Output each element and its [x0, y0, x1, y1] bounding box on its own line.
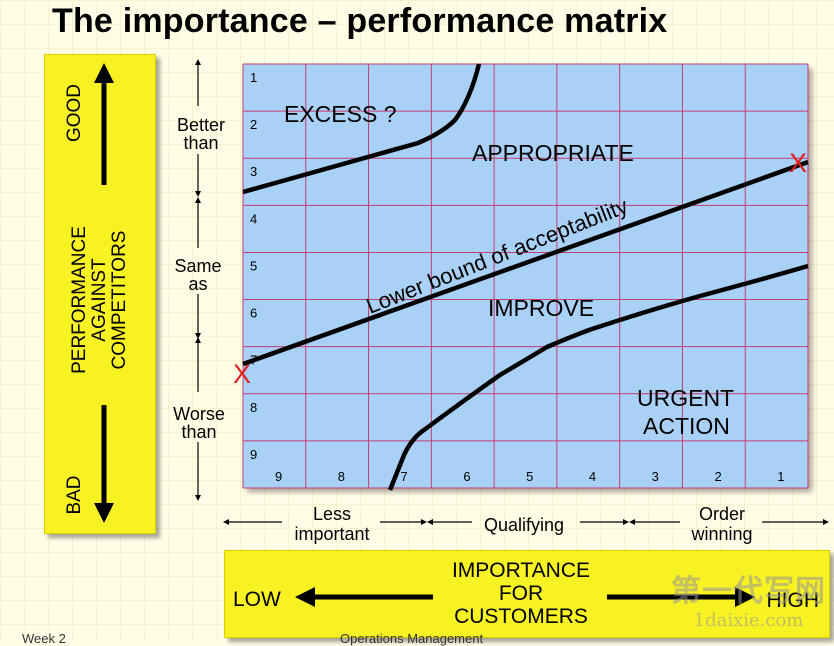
high-label: HIGH [766, 589, 820, 612]
column-number: 4 [589, 469, 596, 484]
row-number: 5 [250, 258, 257, 273]
column-number: 3 [652, 469, 659, 484]
column-number: 1 [777, 469, 784, 484]
marker-left: X [233, 359, 251, 389]
band-same-as: Same as [174, 256, 222, 294]
band-worse-than: Worse than [173, 404, 225, 442]
excess-boundary-curve [242, 63, 482, 195]
low-label: LOW [233, 588, 281, 611]
row-number: 9 [250, 447, 257, 462]
urgent-boundary-curve [387, 263, 809, 491]
row-number: 1 [250, 70, 257, 85]
matrix-background [243, 64, 808, 488]
footer-center: Operations Management [340, 631, 484, 646]
row-number: 8 [250, 400, 257, 415]
column-number: 6 [463, 469, 470, 484]
column-number: 9 [275, 469, 282, 484]
region-urgent-line1: URGENT [637, 385, 734, 411]
watermark: 第一代写网 1daixie.com [671, 566, 826, 631]
lower-bound-line [242, 159, 809, 367]
region-excess: EXCESS ? [284, 101, 397, 127]
region-appropriate: APPROPRIATE [472, 140, 634, 166]
importance-arrows [295, 587, 755, 607]
column-number: 5 [526, 469, 533, 484]
footer-left: Week 2 [22, 631, 66, 646]
column-number: 8 [338, 469, 345, 484]
performance-panel: GOOD BAD PERFORMANCE AGAINST COMPETITORS [44, 54, 156, 534]
band-better-than: Better than [176, 115, 226, 153]
watermark-line1: 第一代写网 [671, 574, 826, 609]
performance-band-arrows [195, 59, 201, 501]
page-title: The importance – performance matrix [52, 2, 668, 40]
importance-axis-title: IMPORTANCE FOR CUSTOMERS [451, 559, 591, 628]
row-number: 2 [250, 117, 257, 132]
band-order-winning: Order winning [691, 504, 753, 544]
row-number: 4 [250, 211, 257, 226]
watermark-line2: 1daixie.com [693, 610, 804, 631]
row-number: 6 [250, 306, 257, 321]
marker-right: X [789, 148, 807, 178]
region-improve: IMPROVE [488, 295, 594, 321]
row-number: 3 [250, 164, 257, 179]
performance-arrows [94, 63, 114, 523]
band-less-important: Less important [294, 504, 370, 544]
region-urgent-line2: ACTION [643, 413, 730, 439]
column-numbers: 9 8 7 6 5 4 3 2 1 [275, 469, 784, 484]
importance-band-arrows [223, 519, 829, 525]
matrix-grid [242, 63, 809, 489]
column-number: 7 [401, 469, 408, 484]
importance-panel: LOW IMPORTANCE FOR CUSTOMERS HIGH [224, 550, 830, 638]
column-number: 2 [714, 469, 721, 484]
band-qualifying: Qualifying [483, 515, 565, 535]
